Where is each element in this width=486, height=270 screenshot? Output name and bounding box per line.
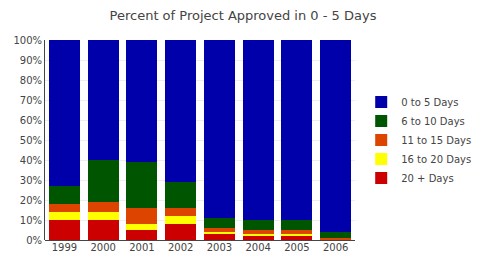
svg-text:11 to 15 Days: 11 to 15 Days	[401, 135, 471, 146]
svg-text:20%: 20%	[20, 195, 42, 206]
svg-text:0 to 5 Days: 0 to 5 Days	[401, 97, 458, 108]
svg-text:90%: 90%	[20, 55, 42, 66]
svg-text:40%: 40%	[20, 155, 42, 166]
svg-text:70%: 70%	[20, 95, 42, 106]
svg-text:2002: 2002	[168, 242, 193, 253]
svg-text:2006: 2006	[323, 242, 348, 253]
svg-text:Percent of Project Approved in: Percent of Project Approved in 0 - 5 Day…	[110, 8, 377, 23]
svg-text:2004: 2004	[245, 242, 270, 253]
svg-text:16 to 20 Days: 16 to 20 Days	[401, 154, 471, 165]
svg-text:10%: 10%	[20, 215, 42, 226]
svg-text:20 + Days: 20 + Days	[401, 173, 453, 184]
svg-text:2000: 2000	[90, 242, 115, 253]
svg-text:0%: 0%	[26, 235, 42, 246]
svg-text:50%: 50%	[20, 135, 42, 146]
svg-text:100%: 100%	[13, 35, 42, 46]
svg-text:80%: 80%	[20, 75, 42, 86]
svg-text:6 to 10 Days: 6 to 10 Days	[401, 116, 465, 127]
svg-text:30%: 30%	[20, 175, 42, 186]
svg-text:2005: 2005	[284, 242, 309, 253]
svg-text:2003: 2003	[207, 242, 232, 253]
svg-text:60%: 60%	[20, 115, 42, 126]
svg-text:1999: 1999	[52, 242, 77, 253]
svg-text:2001: 2001	[129, 242, 154, 253]
